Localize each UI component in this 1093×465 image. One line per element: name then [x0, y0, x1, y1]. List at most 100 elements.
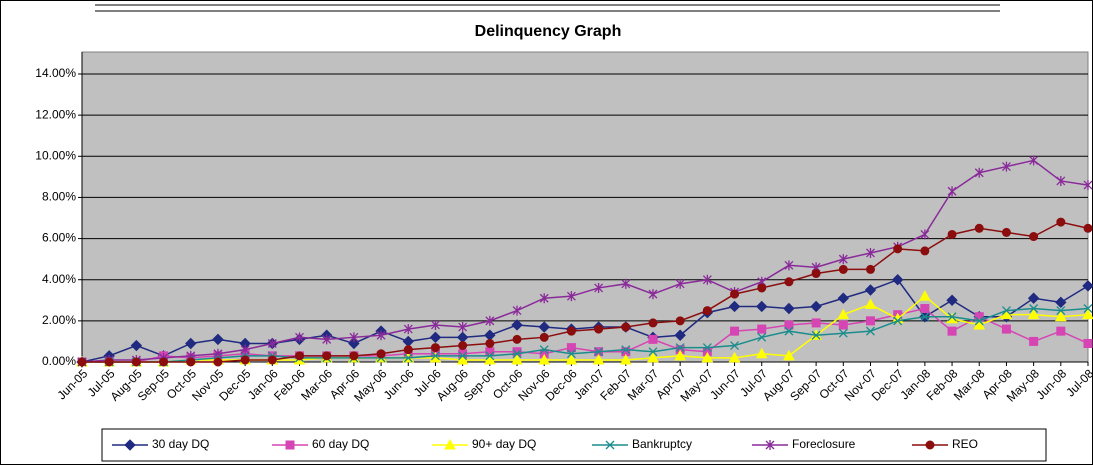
- marker: [730, 341, 740, 351]
- marker: [592, 353, 605, 365]
- marker: [1027, 292, 1040, 304]
- marker: [1083, 180, 1093, 191]
- marker: [674, 349, 687, 361]
- marker: [621, 322, 631, 332]
- marker: [838, 328, 848, 338]
- marker: [458, 322, 468, 333]
- legend-label: Foreclosure: [792, 437, 856, 451]
- marker: [511, 319, 523, 331]
- marker: [77, 357, 87, 367]
- y-tick-label: 8.00%: [42, 190, 76, 204]
- y-tick-label: 12.00%: [35, 107, 76, 121]
- marker: [621, 345, 631, 355]
- marker: [1083, 338, 1093, 348]
- legend-marker: [765, 440, 775, 450]
- marker: [864, 284, 877, 296]
- marker: [212, 333, 224, 346]
- marker: [594, 282, 604, 293]
- marker: [566, 349, 576, 359]
- marker: [947, 312, 957, 322]
- marker: [947, 326, 957, 336]
- marker: [648, 347, 658, 357]
- marker: [973, 318, 986, 330]
- marker: [1083, 223, 1093, 233]
- marker: [1055, 296, 1067, 309]
- marker: [674, 329, 686, 341]
- marker: [429, 331, 442, 344]
- marker: [675, 343, 685, 353]
- marker: [728, 351, 741, 363]
- legend-marker: [444, 438, 456, 450]
- marker: [376, 349, 386, 359]
- marker: [1054, 310, 1067, 322]
- marker: [349, 351, 359, 361]
- y-tick-label: 2.00%: [42, 313, 76, 327]
- marker: [458, 341, 468, 351]
- marker: [974, 316, 984, 326]
- marker: [893, 316, 903, 326]
- marker: [267, 338, 277, 349]
- marker: [566, 326, 576, 336]
- y-tick-label: 14.00%: [35, 66, 76, 80]
- legend-label: 90+ day DQ: [472, 437, 536, 451]
- marker: [838, 320, 848, 330]
- y-tick-label: 10.00%: [35, 148, 76, 162]
- marker: [403, 324, 413, 335]
- marker: [512, 305, 522, 316]
- marker: [837, 308, 850, 320]
- marker: [728, 300, 741, 313]
- marker: [619, 353, 632, 365]
- marker: [1029, 155, 1039, 166]
- marker: [430, 343, 440, 353]
- y-tick-label: 4.00%: [42, 272, 76, 286]
- marker: [946, 312, 958, 324]
- marker: [920, 246, 930, 256]
- marker: [702, 274, 712, 285]
- y-tick-label: 0.00%: [42, 354, 76, 368]
- marker: [512, 349, 522, 359]
- marker: [349, 332, 359, 343]
- marker: [430, 351, 440, 361]
- marker: [702, 343, 712, 353]
- marker: [947, 186, 957, 197]
- marker: [783, 349, 795, 361]
- marker: [566, 291, 576, 302]
- marker: [1027, 308, 1040, 320]
- marker: [1082, 308, 1093, 320]
- marker: [784, 320, 794, 330]
- marker: [838, 264, 848, 274]
- marker: [920, 312, 930, 322]
- marker: [429, 351, 442, 363]
- marker: [648, 318, 658, 328]
- marker: [675, 278, 685, 289]
- marker: [131, 357, 141, 367]
- legend: [101, 428, 1047, 462]
- marker: [920, 304, 930, 314]
- marker: [1056, 326, 1066, 336]
- marker: [512, 334, 522, 344]
- marker: [974, 167, 984, 178]
- marker: [539, 293, 549, 304]
- marker: [757, 283, 767, 293]
- marker: [159, 357, 169, 367]
- series-line: [82, 307, 1089, 363]
- marker: [322, 351, 332, 361]
- marker: [322, 334, 332, 345]
- marker: [974, 223, 984, 233]
- marker: [430, 319, 440, 330]
- marker: [538, 353, 551, 365]
- legend-label: REO: [952, 437, 978, 451]
- marker: [784, 326, 794, 336]
- marker: [295, 332, 304, 343]
- marker: [919, 290, 931, 301]
- series-line: [82, 307, 1089, 363]
- y-tick-label: 6.00%: [42, 231, 76, 245]
- marker: [756, 300, 768, 313]
- marker: [811, 318, 821, 328]
- marker: [213, 357, 223, 367]
- marker: [1056, 306, 1066, 316]
- marker: [1056, 175, 1066, 186]
- marker: [348, 337, 360, 350]
- marker: [866, 326, 875, 336]
- marker: [1001, 324, 1011, 334]
